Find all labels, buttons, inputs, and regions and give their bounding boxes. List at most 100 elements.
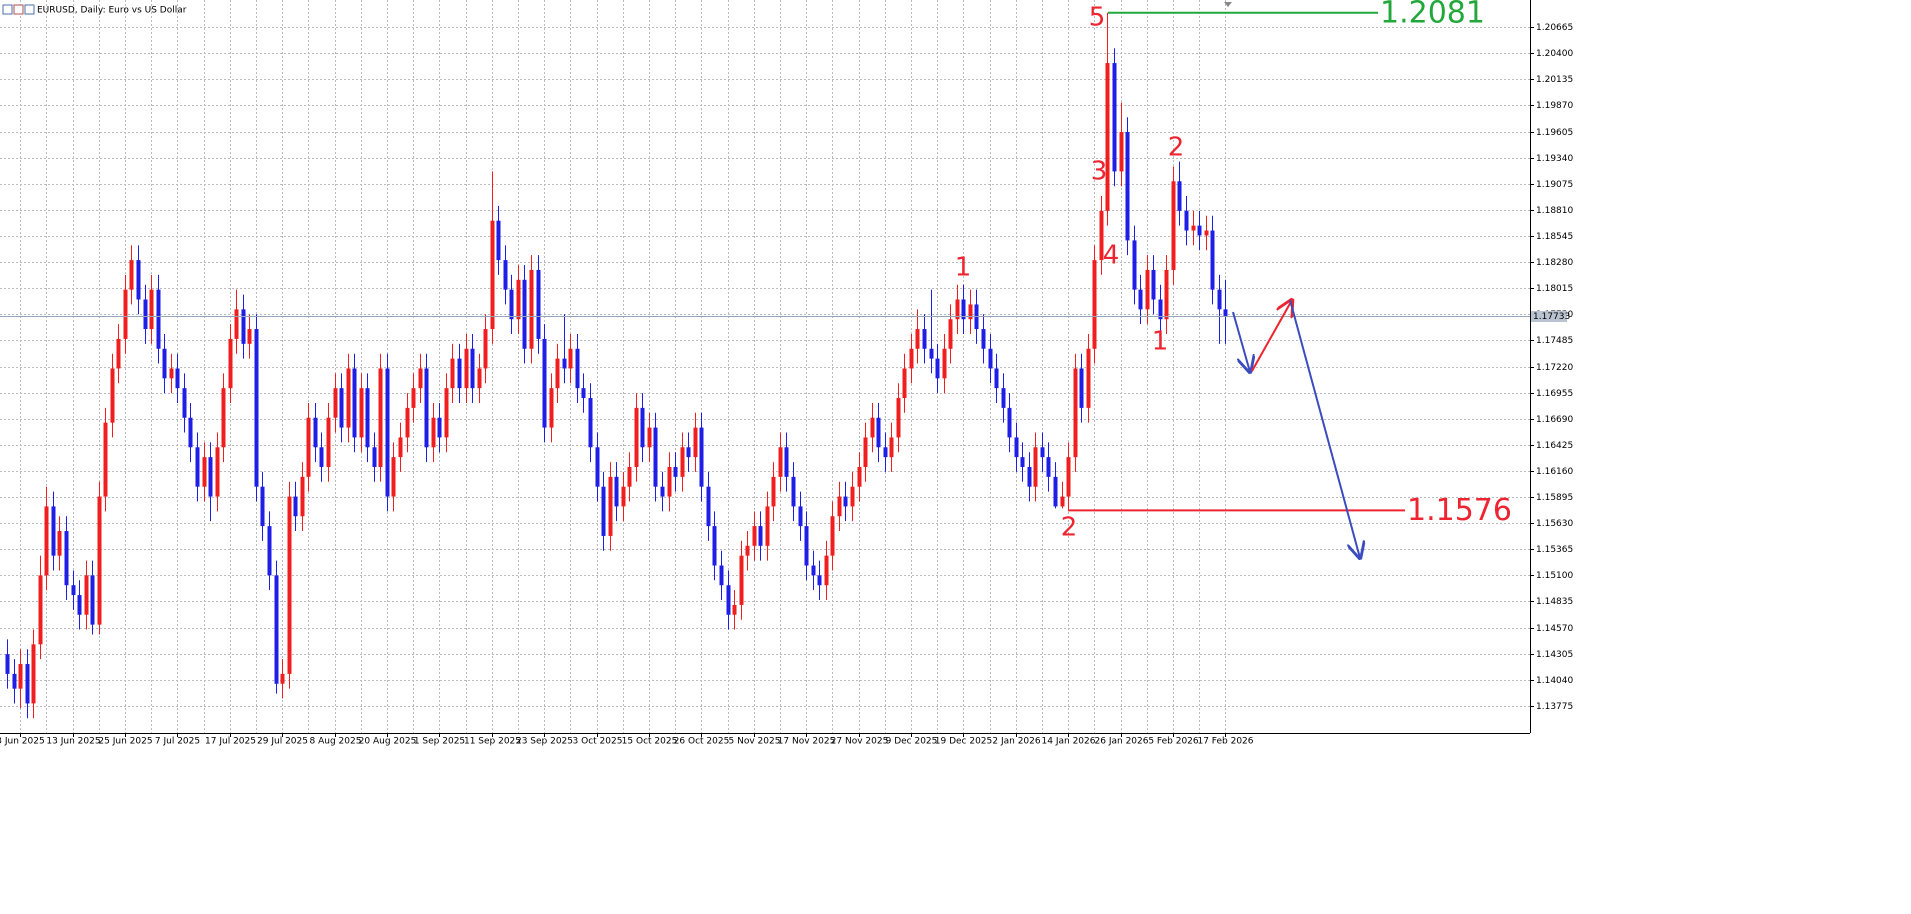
candle-body xyxy=(464,348,469,389)
candle-body xyxy=(902,368,907,399)
y-tick-label: 1.15365 xyxy=(1536,545,1573,555)
candle-body xyxy=(988,348,993,369)
candle-body xyxy=(450,358,455,389)
candle-body xyxy=(1001,388,1006,408)
candle-body xyxy=(424,368,429,448)
wave-label: 2 xyxy=(1061,513,1078,543)
candle-body xyxy=(712,526,717,566)
candle-body xyxy=(627,466,632,487)
y-tick-label: 1.20665 xyxy=(1536,23,1573,33)
candle-body xyxy=(706,486,711,527)
candle-body xyxy=(267,526,272,576)
candle-body xyxy=(955,299,960,320)
x-tick-label: 14 Jan 2026 xyxy=(1042,737,1096,747)
candle-body xyxy=(221,388,226,448)
candle-body xyxy=(5,654,10,674)
level-label: 1.1576 xyxy=(1407,493,1512,528)
candle-body xyxy=(739,555,744,605)
candle-body xyxy=(981,329,986,349)
candle-body xyxy=(621,486,626,507)
candle-body xyxy=(1046,457,1051,477)
candle-body xyxy=(850,486,855,507)
y-tick-label: 1.19870 xyxy=(1536,101,1573,111)
candle-body xyxy=(765,506,770,546)
price-box xyxy=(1531,311,1567,322)
candle-body xyxy=(1033,447,1038,487)
candle-body xyxy=(686,447,691,458)
candle-body xyxy=(175,368,180,389)
wave-label: 2 xyxy=(1168,133,1185,163)
candle-body xyxy=(1132,240,1137,290)
projection-arrow xyxy=(1251,300,1292,372)
candle-body xyxy=(1092,260,1097,349)
candle-body xyxy=(1053,476,1058,507)
candle-body xyxy=(293,496,298,517)
x-tick-label: 26 Jan 2026 xyxy=(1095,737,1149,747)
projection-arrow xyxy=(1289,299,1360,558)
candle-body xyxy=(542,338,547,428)
x-tick-label: 17 Feb 2026 xyxy=(1197,737,1253,747)
candle-body xyxy=(758,526,763,546)
candle-body xyxy=(326,417,331,467)
candle-body xyxy=(247,329,252,344)
candle-body xyxy=(994,368,999,389)
candle-body xyxy=(608,476,613,536)
candle-body xyxy=(1060,496,1065,507)
candle-body xyxy=(929,348,934,359)
y-tick-label: 1.14305 xyxy=(1536,650,1573,660)
candle-body xyxy=(601,486,606,536)
candle-body xyxy=(922,329,927,349)
candle-body xyxy=(1007,407,1012,438)
candle-body xyxy=(31,644,36,704)
candle-body xyxy=(457,358,462,389)
candle-body xyxy=(385,368,390,497)
x-tick-label: 15 Oct 2025 xyxy=(622,737,678,747)
candle-body xyxy=(699,427,704,487)
candle-body xyxy=(588,398,593,448)
candle-body xyxy=(215,447,220,497)
candle-body xyxy=(90,575,95,625)
candle-body xyxy=(680,447,685,477)
candle-body xyxy=(575,348,580,389)
candle-body xyxy=(84,575,89,615)
x-tick-label: 17 Jul 2025 xyxy=(205,737,256,747)
candle-body xyxy=(791,476,796,507)
candle-body xyxy=(208,457,213,497)
candle-body xyxy=(411,388,416,408)
candle-body xyxy=(97,496,102,625)
candle-body xyxy=(726,585,731,615)
candle-body xyxy=(405,407,410,438)
x-tick-label: 17 Nov 2025 xyxy=(778,737,836,747)
x-tick-label: 3 Oct 2025 xyxy=(573,737,623,747)
candle-body xyxy=(313,417,318,448)
candle-body xyxy=(778,447,783,477)
candle-body xyxy=(51,506,56,556)
candle-body xyxy=(968,304,973,320)
candle-body xyxy=(516,279,521,320)
candle-body xyxy=(333,388,338,418)
y-tick-label: 1.18810 xyxy=(1536,206,1573,216)
candle-body xyxy=(149,289,154,330)
candle-body xyxy=(909,348,914,369)
candle-body xyxy=(365,388,370,448)
candles xyxy=(5,12,1228,719)
x-tick-label: 11 Sep 2025 xyxy=(464,737,521,747)
candle-body xyxy=(339,388,344,428)
candle-body xyxy=(77,595,82,615)
candle-body xyxy=(1210,230,1215,290)
candle-body xyxy=(732,604,737,615)
y-tick-label: 1.14570 xyxy=(1536,624,1573,634)
candle-body xyxy=(1112,63,1117,172)
candle-body xyxy=(1177,181,1182,211)
candle-body xyxy=(287,496,292,674)
y-tick-label: 1.20400 xyxy=(1536,49,1573,59)
candle-body xyxy=(1138,289,1143,310)
candle-body xyxy=(1217,289,1222,310)
candle-body xyxy=(811,565,816,576)
level-label: 1.2081 xyxy=(1380,0,1485,30)
y-tick-label: 1.17485 xyxy=(1536,336,1573,346)
y-tick-label: 1.13775 xyxy=(1536,702,1573,712)
y-tick-label: 1.15895 xyxy=(1536,493,1573,503)
wave-label: 1 xyxy=(1152,327,1169,357)
candle-body xyxy=(784,447,789,477)
